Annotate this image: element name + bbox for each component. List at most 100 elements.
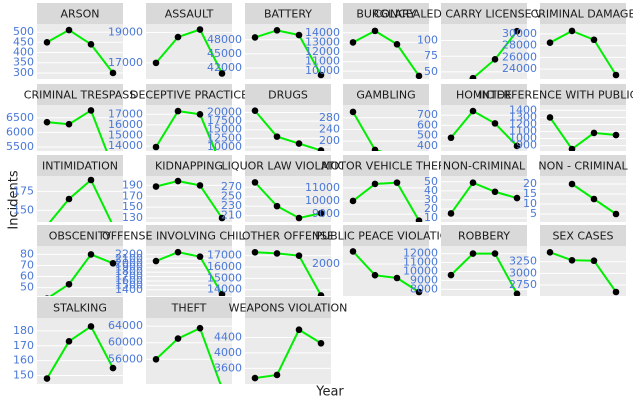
data-point [415, 72, 423, 79]
data-point [469, 107, 477, 115]
data-point [45, 295, 49, 296]
plot-area [568, 180, 620, 218]
data-point [109, 259, 117, 267]
data-line [46, 325, 114, 380]
y-tick-label: 1800 [115, 265, 143, 278]
y-tick-label: 160 [13, 354, 34, 367]
y-tick-label: 300 [13, 66, 34, 79]
data-point [491, 188, 499, 196]
y-tick-label: 1600 [115, 274, 143, 287]
y-tick-label: 170 [122, 189, 143, 202]
y-tick-label: 13000 [305, 35, 340, 48]
y-tick-label: 10000 [305, 194, 340, 207]
y-tick-label: 16000 [207, 260, 242, 273]
data-line [155, 251, 223, 295]
facet-title: OBSCENITY [49, 230, 112, 243]
plot-area [152, 26, 226, 77]
y-tick-label: 15000 [207, 271, 242, 284]
data-line [46, 28, 114, 74]
data-point [109, 69, 117, 77]
data-point [393, 179, 401, 186]
facet-panel: ASSAULT 17000 19000 [108, 3, 232, 79]
facet-strip [343, 84, 429, 105]
y-tick-label: 11000 [305, 55, 340, 68]
facet-strip [146, 155, 232, 176]
facet-panel: THEFT 56000 60000 64000 [108, 297, 232, 384]
panel-background [37, 24, 123, 79]
y-tick-label: 5 [530, 207, 537, 220]
plot-area [349, 179, 423, 222]
data-point [317, 71, 325, 79]
data-line [48, 178, 113, 222]
y-tick-label: 1300 [509, 110, 537, 123]
facet-title: KIDNAPPING [155, 160, 223, 173]
y-tick-label: 42000 [207, 61, 242, 74]
y-tick-label: 100 [417, 34, 438, 47]
y-tick-label: 500 [13, 25, 34, 38]
y-tick-label: 9000 [410, 273, 438, 286]
data-point [546, 249, 554, 256]
plot-area [48, 176, 113, 222]
data-point [371, 146, 379, 151]
y-tick-label: 700 [417, 108, 438, 121]
panel-background [343, 246, 429, 296]
y-tick-label: 180 [13, 324, 34, 337]
facet-title: THEFT [171, 302, 207, 315]
y-tick-label: 1500 [115, 278, 143, 291]
data-line [352, 181, 420, 222]
y-tick-label: 900 [516, 139, 537, 152]
y-tick-label: 1100 [509, 125, 537, 138]
data-point [469, 179, 477, 187]
y-tick-label: 10000 [403, 264, 438, 277]
y-tick-label: 270 [221, 180, 242, 193]
plot-area [349, 27, 423, 79]
data-point [295, 252, 303, 259]
facet-strip [245, 155, 331, 176]
panel-background [343, 105, 429, 151]
y-tick-label: 8000 [410, 282, 438, 295]
plot-area [546, 114, 620, 151]
facet-title: GAMBLING [356, 89, 415, 102]
y-tick-label: 24000 [502, 62, 537, 75]
y-tick-label: 12500 [207, 131, 242, 144]
data-point [174, 33, 182, 41]
data-point [371, 271, 379, 279]
data-line [254, 328, 322, 380]
data-line [352, 250, 420, 293]
data-point [317, 147, 325, 151]
facet-strip [343, 225, 429, 246]
data-point [218, 70, 226, 77]
facet-strip [441, 155, 527, 176]
y-tick-label: 240 [319, 122, 340, 135]
facet-panel: STALKING 150 160 170 180 [13, 297, 123, 384]
plot-area [152, 107, 217, 151]
facet-panel: INTERFERENCE WITH PUBLIC OFFICER90010001… [478, 84, 633, 152]
data-line [450, 181, 518, 215]
y-tick-label: 10000 [305, 64, 340, 77]
facet-strip [37, 84, 123, 105]
facet-panel: CONCEALED CARRY LICENSE VIOLATION 50 75 100 [374, 3, 594, 79]
plot-area [43, 26, 117, 77]
panel-background [37, 176, 123, 222]
facet-title: ASSAULT [165, 8, 214, 21]
y-tick-label: 2000 [115, 256, 143, 269]
y-tick-label: 1200 [509, 117, 537, 130]
data-point [152, 143, 160, 151]
facet-strip [441, 3, 527, 24]
data-point [590, 129, 598, 137]
facet-title: BURGLARY [356, 8, 416, 21]
y-tick-label: 190 [122, 178, 143, 191]
data-point [612, 131, 620, 139]
data-point [295, 214, 303, 222]
y-tick-label: 16000 [108, 118, 143, 131]
y-tick-label: 17000 [108, 107, 143, 120]
facet-title: HOMICIDE [456, 89, 512, 102]
data-point [371, 180, 379, 188]
y-tick-label: 14000 [207, 283, 242, 296]
facet-strip [37, 297, 123, 318]
y-tick-label: 280 [319, 111, 340, 124]
y-tick-label: 3250 [509, 255, 537, 268]
